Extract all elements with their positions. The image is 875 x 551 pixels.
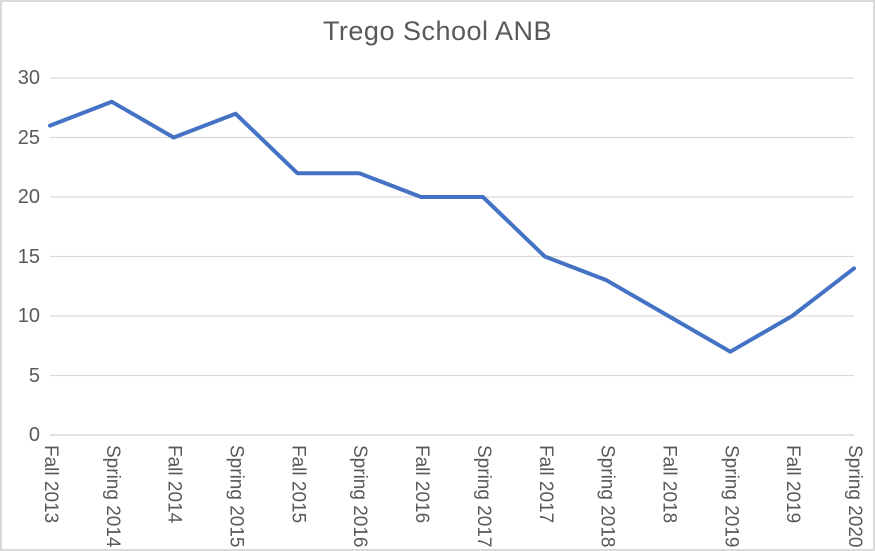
y-tick-label: 15 [17, 245, 40, 268]
y-tick-label: 10 [17, 305, 40, 327]
y-tick-label: 30 [17, 67, 40, 89]
y-axis-labels: 0 5 10 15 20 25 30 [2, 2, 42, 549]
y-tick-label: 25 [17, 126, 40, 149]
y-tick-label: 0 [28, 424, 40, 446]
chart-title: Trego School ANB [322, 16, 553, 46]
anb-series-line [48, 99, 856, 354]
y-tick-label: 20 [17, 186, 40, 208]
y-tick-label: 5 [28, 364, 40, 387]
